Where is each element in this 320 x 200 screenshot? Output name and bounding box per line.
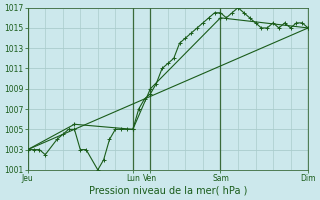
X-axis label: Pression niveau de la mer( hPa ): Pression niveau de la mer( hPa ) [89, 186, 247, 196]
